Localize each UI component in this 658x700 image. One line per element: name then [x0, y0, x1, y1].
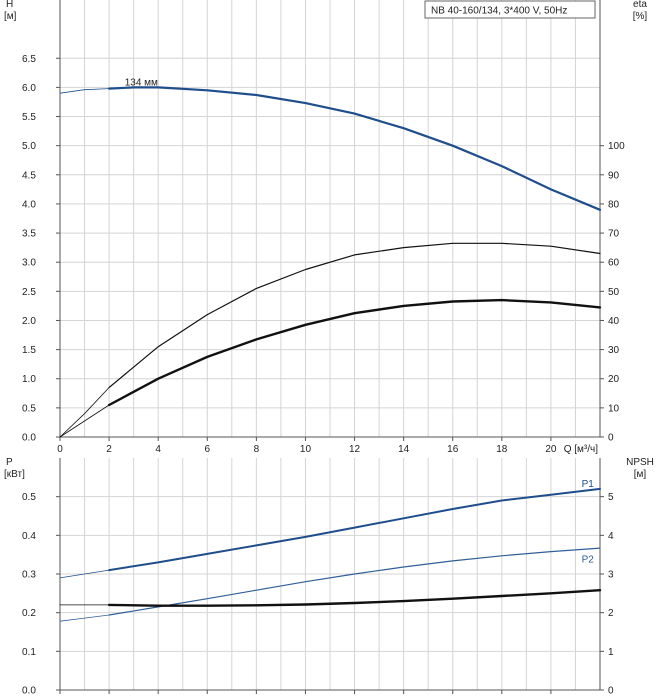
y-left-tick-label: 5.0 — [22, 141, 36, 152]
y-left-tick-label: 1.5 — [22, 345, 36, 356]
y-left-axis-unit: [кВт] — [4, 469, 25, 480]
y-right-tick-label: 90 — [608, 170, 620, 181]
series-line-efficiency-2 — [107, 298, 602, 407]
y-right-axis-unit: [м] — [634, 469, 647, 480]
y-right-tick-label: 0 — [608, 433, 614, 444]
x-tick-label: 8 — [254, 444, 260, 455]
y-left-tick-label: 0.4 — [22, 531, 36, 542]
y-right-tick-label: 10 — [608, 403, 620, 414]
y-right-tick-label: 1 — [608, 647, 614, 658]
series-line-p1-extension — [59, 569, 110, 579]
x-tick-label: 4 — [155, 444, 161, 455]
series-line-efficiency-2-extension — [59, 404, 110, 438]
y-right-tick-label: 40 — [608, 316, 620, 327]
y-left-tick-label: 2.0 — [22, 316, 36, 327]
y-right-tick-label: 80 — [608, 199, 620, 210]
x-tick-label: 16 — [447, 444, 459, 455]
series-line-efficiency-extension — [59, 387, 110, 438]
x-tick-label: 20 — [545, 444, 557, 455]
y-left-tick-label: 0.1 — [22, 647, 36, 658]
y-left-tick-label: 6.0 — [22, 83, 36, 94]
y-left-axis-unit: [м] — [4, 11, 17, 22]
y-left-tick-label: 3.5 — [22, 229, 36, 240]
y-left-tick-label: 5.5 — [22, 112, 36, 123]
series-line-efficiency — [108, 242, 601, 389]
y-right-tick-label: 4 — [608, 531, 614, 542]
y-left-tick-label: 6.5 — [22, 54, 36, 65]
y-left-tick-label: 1.0 — [22, 374, 36, 385]
x-tick-label: 18 — [496, 444, 508, 455]
y-right-tick-label: 50 — [608, 287, 620, 298]
top-panel: 0.0 0.5 1.0 1.5 2.0 2.5 3.0 3.5 4.0 4.5 5.0 5.5 6.0 6… — [4, 0, 647, 455]
y-left-tick-label: 0.5 — [22, 403, 36, 414]
y-right-tick-label: 2 — [608, 608, 614, 619]
bottom-panel: 0.0 0.1 0.2 0.3 0.4 0.5 0 1 2 3 4 5 P[кВт] NPSH[м] P1 P… — [4, 457, 654, 697]
y-right-tick-label: 70 — [608, 229, 620, 240]
y-left-tick-label: 0.0 — [22, 433, 36, 444]
series-label-p1: P1 — [582, 479, 595, 490]
y-left-tick-label: 0.2 — [22, 608, 36, 619]
x-axis-label: Q [м³/ч] — [564, 444, 599, 455]
series-line-head — [108, 86, 602, 211]
x-tick-label: 10 — [300, 444, 312, 455]
curve-annotation: 134 мм — [125, 77, 158, 88]
y-left-tick-label: 2.5 — [22, 287, 36, 298]
x-tick-label: 6 — [204, 444, 210, 455]
series-line-npsh — [107, 589, 602, 607]
y-left-tick-label: 4.0 — [22, 199, 36, 210]
y-right-tick-label: 60 — [608, 258, 620, 269]
y-left-tick-label: 3.0 — [22, 258, 36, 269]
series-line-p2-extension — [59, 614, 110, 622]
y-left-axis-label: P — [6, 457, 13, 468]
y-left-tick-label: 0.3 — [22, 570, 36, 581]
x-tick-label: 14 — [398, 444, 410, 455]
y-left-tick-label: 0.0 — [22, 686, 36, 697]
chart-title: NB 40-160/134, 3*400 V, 50Hz — [431, 6, 567, 17]
x-tick-label: 2 — [106, 444, 112, 455]
y-right-axis-unit: [%] — [633, 11, 648, 22]
y-right-tick-label: 20 — [608, 374, 620, 385]
y-right-tick-label: 0 — [608, 686, 614, 697]
y-right-axis-label: eta — [633, 0, 647, 10]
y-left-tick-label: 4.5 — [22, 170, 36, 181]
series-line-p1 — [108, 487, 601, 572]
y-right-tick-label: 3 — [608, 570, 614, 581]
series-line-p2 — [108, 547, 601, 616]
chart-title-box — [424, 0, 596, 19]
y-right-tick-label: 5 — [608, 492, 614, 503]
series-line-head-extension — [59, 88, 110, 94]
x-tick-label: 0 — [57, 444, 63, 455]
series-label-p2: P2 — [582, 555, 595, 566]
y-right-tick-label: 30 — [608, 345, 620, 356]
y-left-axis-label: H — [6, 0, 13, 10]
y-right-tick-label: 100 — [608, 141, 625, 152]
y-left-tick-label: 0.5 — [22, 492, 36, 503]
x-tick-label: 12 — [349, 444, 361, 455]
y-right-axis-label: NPSH — [626, 457, 654, 468]
